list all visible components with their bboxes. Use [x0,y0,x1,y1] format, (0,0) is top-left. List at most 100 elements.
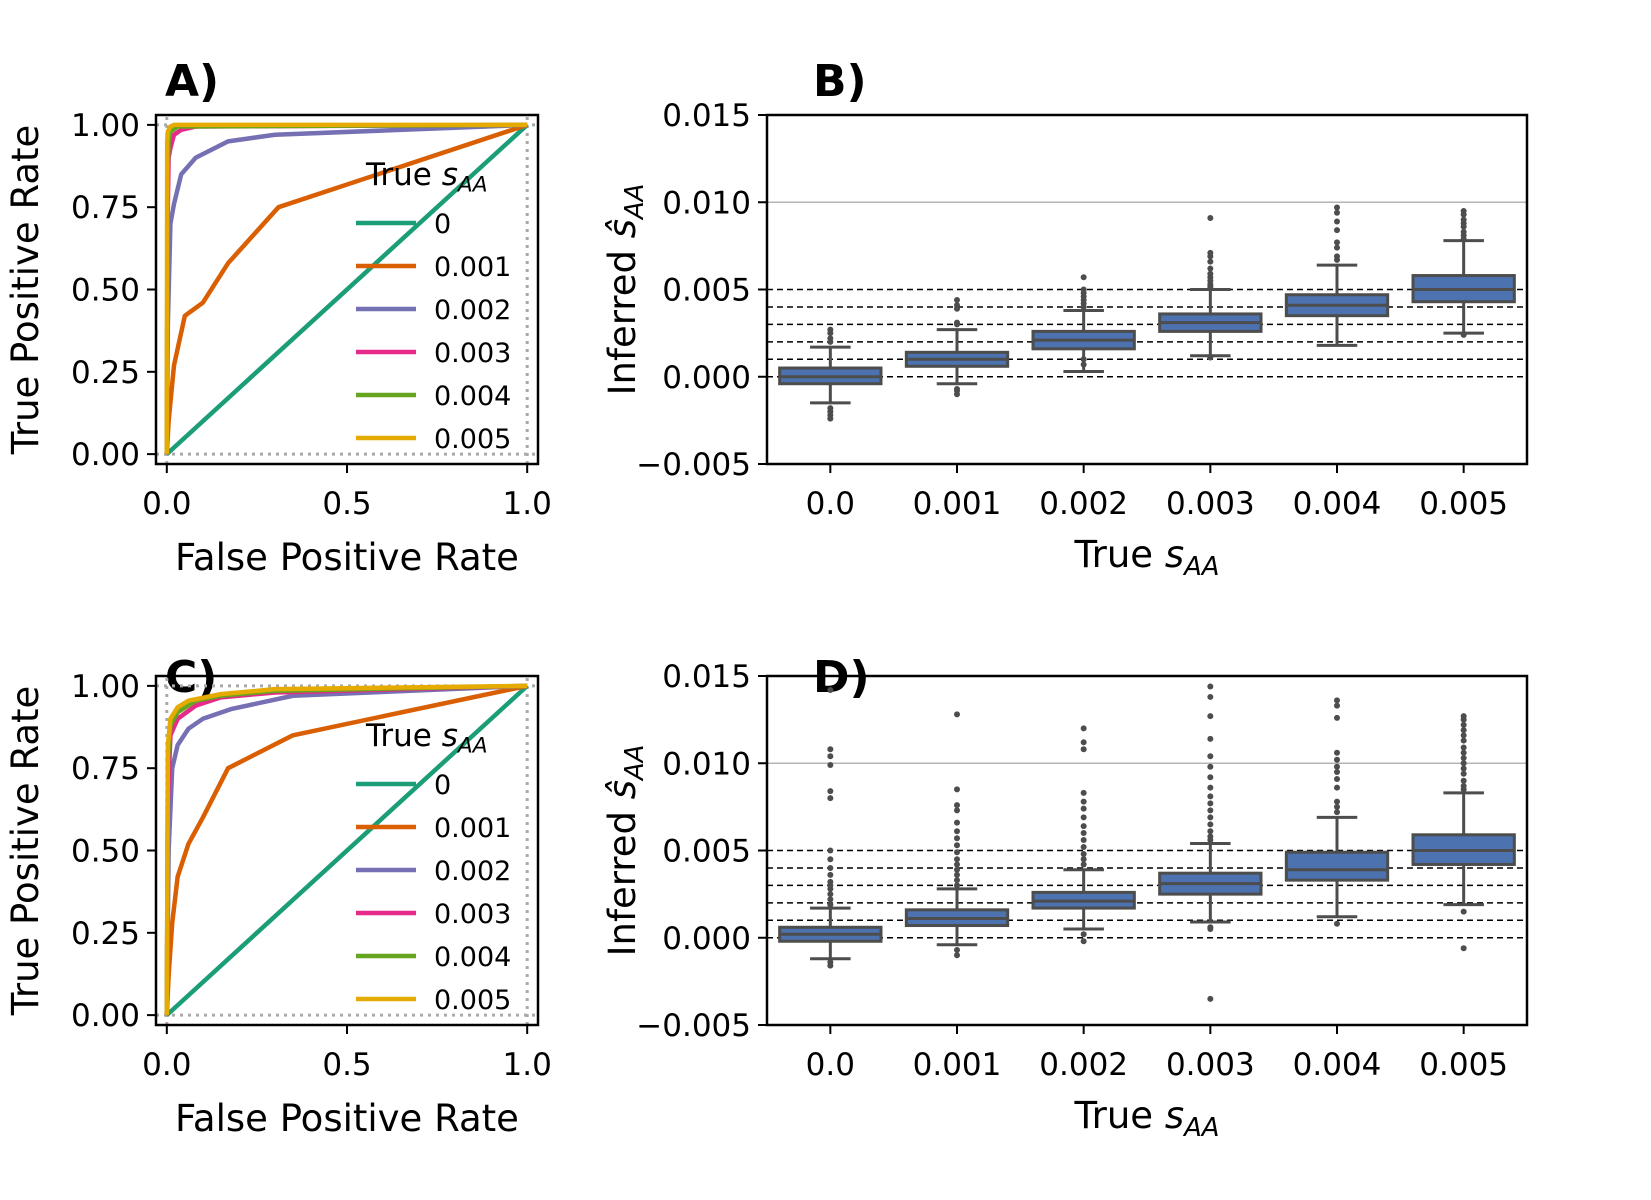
outlier-point [954,856,960,863]
outlier-point [1207,793,1214,800]
outlier-point [1334,697,1340,704]
outlier-point [954,786,960,793]
outlier-point [1334,209,1340,216]
legend-entry-5: 0.005 [434,985,511,1016]
outlier-point [827,746,834,753]
box-plot-5 [1411,713,1516,952]
roc-series-line-0 [165,684,529,1017]
outlier-point [1080,850,1087,857]
panel-label-a: A) [165,56,219,107]
outlier-point [827,891,834,898]
outlier-point [1334,763,1340,770]
x-axis-label-main: True [1073,533,1164,576]
outlier-point [1080,844,1087,851]
outlier-point [1207,354,1214,361]
outlier-point [1080,789,1087,796]
outlier-point [1334,756,1340,763]
roc-series-line-5 [164,122,528,455]
outlier-point [954,866,960,873]
outlier-point [1334,920,1340,927]
y-tick-label: 0.015 [662,98,751,134]
x-axis-label-main: True [1073,1094,1164,1137]
legend-entry-3: 0.003 [434,338,511,369]
legend-title-symbol: s [442,718,458,754]
outlier-point [1334,768,1340,775]
y-tick-label: 0.00 [71,437,140,473]
y-tick-label: 0.75 [71,751,140,787]
box-plot-2 [1031,274,1136,374]
box-chart-b: 0.0 0.001 0.002 0.003 0.004 0.005 −0.005 0.000 0… [601,98,1529,582]
x-tick-label: 0.005 [1419,486,1508,522]
legend-entry-5: 0.005 [434,424,511,455]
outlier-point [1460,716,1467,723]
box-plot-2 [1031,725,1136,945]
outlier-point [1207,253,1214,260]
box-plot-0 [778,326,883,422]
x-tick-label: 0.005 [1419,1047,1508,1083]
y-tick-label: 0.50 [71,834,140,870]
outlier-point [954,952,960,959]
outlier-point [1460,727,1467,734]
outlier-point [1334,218,1340,225]
outlier-point [1207,284,1214,291]
y-axis-label-symbol: ŝ [601,780,644,799]
y-axis-label-subscript: AA [620,745,650,782]
outlier-point [1080,725,1087,732]
y-tick-label: 0.010 [662,746,751,782]
y-tick-label: 0.000 [662,360,751,396]
legend-title: True sAA [365,157,488,198]
x-tick-label: 0.004 [1293,1047,1382,1083]
outlier-point [1080,798,1087,805]
x-tick-label: 0.003 [1166,1047,1255,1083]
y-axis-label-subscript: AA [620,184,650,221]
outlier-point [1460,721,1467,728]
outlier-point [954,711,960,718]
legend-entry-2: 0.002 [434,856,511,887]
outlier-point [827,871,834,878]
outlier-point [954,861,960,868]
y-tick-label: 1.00 [71,108,140,144]
outlier-point [1460,331,1467,338]
outlier-point [827,885,834,892]
x-axis-label: False Positive Rate [175,1097,519,1140]
outlier-point [1460,777,1467,784]
outlier-point [1080,361,1087,368]
outlier-point [827,761,834,768]
y-tick-label: 0.000 [662,921,751,957]
y-axis-label: Inferred ŝAA [601,745,650,957]
outlier-point [954,305,960,312]
outlier-point [1207,683,1214,690]
box-chart-d: 0.0 0.001 0.002 0.003 0.004 0.005 −0.005 0.000 0… [601,659,1529,1143]
legend-entry-4: 0.004 [434,942,511,973]
outlier-point [1334,256,1340,263]
outlier-point [1460,765,1467,772]
y-tick-label: 1.00 [71,669,140,705]
outlier-point [1207,837,1214,844]
outlier-point [954,849,960,856]
legend-entry-1: 0.001 [434,252,511,283]
y-axis-label: True Positive Rate [4,686,47,1017]
y-axis-label-main: Inferred [601,799,644,956]
roc-series-line-0 [165,123,529,456]
outlier-point [1334,798,1340,805]
outlier-point [1334,803,1340,810]
x-tick-label: 0.001 [913,486,1002,522]
outlier-point [827,330,834,337]
outlier-point [954,802,960,809]
outlier-point [1207,265,1214,272]
y-tick-label: 0.005 [662,273,751,309]
outlier-point [1207,800,1214,807]
outlier-point [1080,746,1087,753]
box-plot-1 [904,711,1010,959]
outlier-point [827,847,834,854]
outlier-point [1080,814,1087,821]
x-tick-label: 0.0 [142,486,191,522]
box-plot-5 [1411,207,1516,338]
x-tick-label: 0.004 [1293,486,1382,522]
outlier-point [1080,856,1087,863]
outlier-point [827,856,834,863]
legend-entry-1: 0.001 [434,813,511,844]
x-tick-label: 0.5 [322,486,371,522]
outlier-point [954,296,960,303]
outlier-point [1207,926,1214,933]
